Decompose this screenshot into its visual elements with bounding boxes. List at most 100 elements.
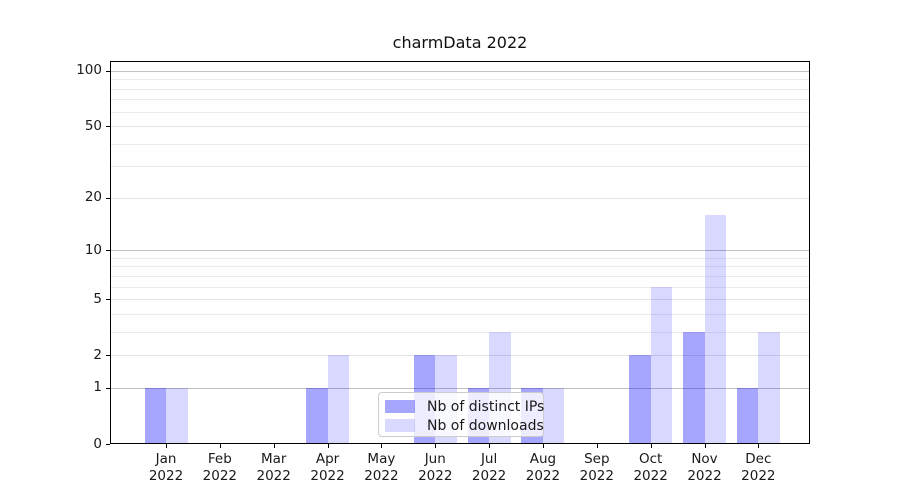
y-tick-mark-2 xyxy=(106,355,110,357)
gridline-y-8 xyxy=(110,266,810,268)
x-tick-label-year: 2022 xyxy=(364,468,399,484)
x-tick-label-month: Jul xyxy=(480,451,498,467)
x-tick-label-feb: Feb 2022 xyxy=(188,451,252,485)
x-tick-label-year: 2022 xyxy=(148,468,184,484)
spine-top xyxy=(110,61,810,62)
gridline-y-20 xyxy=(110,197,810,199)
y-tick-label-0: 0 xyxy=(93,435,102,452)
x-tick-label-month: Nov xyxy=(691,451,718,467)
gridline-y-2 xyxy=(110,355,810,357)
bar-distinct-ips-nov xyxy=(683,331,705,444)
bar-downloads-apr xyxy=(327,355,350,444)
x-tick-mark-jun xyxy=(435,444,437,448)
x-tick-label-oct: Oct 2022 xyxy=(619,451,683,485)
plot-area xyxy=(110,61,810,444)
gridline-y-1 xyxy=(110,387,810,389)
y-tick-label-10: 10 xyxy=(84,241,102,258)
x-tick-mark-jul xyxy=(489,444,491,448)
x-tick-label-dec: Dec 2022 xyxy=(726,451,790,485)
bar-distinct-ips-jan xyxy=(144,387,166,444)
x-tick-label-month: Feb xyxy=(207,451,232,467)
x-tick-mark-oct xyxy=(650,444,652,448)
x-tick-label-year: 2022 xyxy=(741,468,776,484)
gridline-y-5 xyxy=(110,299,810,301)
y-tick-label-100: 100 xyxy=(76,62,102,79)
x-tick-label-jun: Jun 2022 xyxy=(403,451,467,485)
legend: Nb of distinct IPs Nb of downloads xyxy=(378,392,544,437)
gridline-y-100 xyxy=(110,70,810,72)
spine-bottom xyxy=(110,443,810,444)
y-tick-label-50: 50 xyxy=(84,117,102,134)
bar-downloads-jan xyxy=(166,387,188,444)
bar-distinct-ips-dec xyxy=(736,387,759,444)
x-tick-label-month: Aug xyxy=(529,451,557,467)
legend-item-downloads: Nb of downloads xyxy=(385,416,544,435)
x-tick-label-month: Dec xyxy=(745,451,772,467)
bar-distinct-ips-oct xyxy=(629,355,651,444)
y-tick-mark-100 xyxy=(106,70,110,72)
x-tick-mark-sep xyxy=(596,444,598,448)
x-tick-label-year: 2022 xyxy=(256,468,291,484)
x-tick-label-month: Jun xyxy=(424,451,446,467)
x-tick-label-mar: Mar 2022 xyxy=(242,451,306,485)
y-tick-mark-20 xyxy=(106,197,110,199)
x-tick-label-month: May xyxy=(367,451,396,467)
gridline-y-30 xyxy=(110,166,810,168)
y-tick-label-2: 2 xyxy=(93,346,102,363)
gridline-y-10 xyxy=(110,250,810,252)
x-tick-mark-dec xyxy=(758,444,760,448)
x-tick-label-month: Mar xyxy=(260,451,287,467)
y-tick-label-1: 1 xyxy=(93,379,102,396)
x-tick-label-year: 2022 xyxy=(687,468,722,484)
gridline-y-9 xyxy=(110,257,810,259)
x-tick-label-sep: Sep 2022 xyxy=(565,451,629,485)
legend-label-distinct-ips: Nb of distinct IPs xyxy=(427,398,545,415)
x-tick-label-aug: Aug 2022 xyxy=(511,451,575,485)
gridline-y-60 xyxy=(110,111,810,113)
spine-left xyxy=(110,61,111,444)
x-tick-label-jan: Jan 2022 xyxy=(134,451,198,485)
bar-downloads-aug xyxy=(542,387,565,444)
y-tick-label-5: 5 xyxy=(93,290,102,307)
x-tick-label-year: 2022 xyxy=(633,468,668,484)
gridline-y-90 xyxy=(110,79,810,81)
x-tick-label-year: 2022 xyxy=(202,468,238,484)
spine-right xyxy=(809,61,810,444)
bar-downloads-nov xyxy=(704,214,726,444)
x-tick-label-month: Sep xyxy=(584,451,610,467)
x-tick-label-month: Apr xyxy=(315,451,340,467)
gridline-y-80 xyxy=(110,88,810,90)
gridline-y-6 xyxy=(110,286,810,288)
bar-distinct-ips-apr xyxy=(306,387,328,444)
gridline-y-50 xyxy=(110,126,810,128)
y-tick-mark-10 xyxy=(106,250,110,252)
legend-label-downloads: Nb of downloads xyxy=(427,417,544,434)
y-tick-mark-5 xyxy=(106,299,110,301)
gridline-y-70 xyxy=(110,99,810,101)
x-tick-label-may: May 2022 xyxy=(349,451,413,485)
y-tick-mark-1 xyxy=(106,387,110,389)
x-tick-label-year: 2022 xyxy=(471,468,507,484)
gridline-y-40 xyxy=(110,143,810,145)
gridline-y-4 xyxy=(110,313,810,315)
x-tick-label-apr: Apr 2022 xyxy=(296,451,360,485)
x-tick-label-jul: Jul 2022 xyxy=(457,451,521,485)
legend-swatch-distinct-ips-icon xyxy=(385,400,415,413)
x-tick-mark-nov xyxy=(704,444,706,448)
x-tick-label-month: Jan xyxy=(155,451,177,467)
y-tick-label-20: 20 xyxy=(84,189,102,206)
x-tick-mark-jan xyxy=(166,444,167,448)
x-tick-mark-may xyxy=(381,444,383,448)
x-tick-mark-feb xyxy=(219,444,221,448)
x-tick-label-year: 2022 xyxy=(525,468,561,484)
gridline-y-7 xyxy=(110,275,810,277)
bar-downloads-oct xyxy=(650,286,673,444)
x-tick-label-year: 2022 xyxy=(418,468,453,484)
legend-swatch-downloads-icon xyxy=(385,419,415,432)
bar-downloads-dec xyxy=(758,331,780,444)
x-tick-mark-aug xyxy=(542,444,544,448)
x-tick-label-month: Oct xyxy=(638,451,663,467)
y-tick-mark-50 xyxy=(106,126,110,128)
legend-item-distinct-ips: Nb of distinct IPs xyxy=(385,397,545,416)
